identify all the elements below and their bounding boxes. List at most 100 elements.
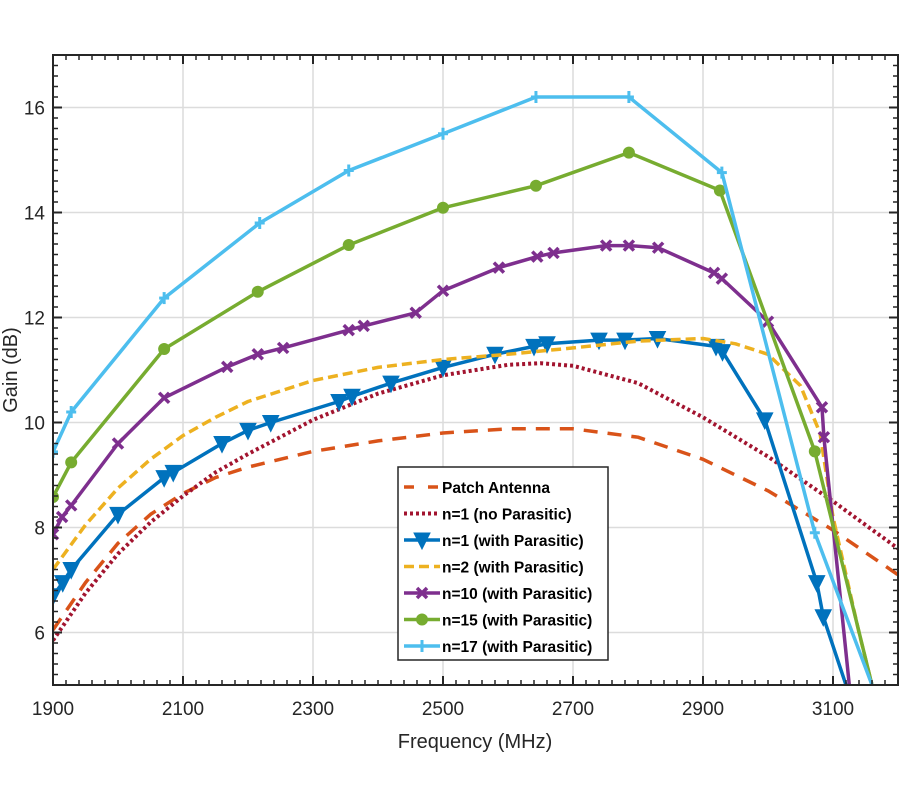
data-marker — [622, 146, 635, 159]
data-marker — [65, 456, 78, 469]
data-marker — [492, 261, 506, 274]
data-marker — [159, 292, 170, 305]
data-marker — [538, 336, 556, 354]
legend-entry: n=10 (with Parasitic) — [404, 586, 592, 603]
data-marker — [590, 332, 608, 351]
data-marker — [239, 422, 257, 441]
data-marker — [157, 391, 171, 405]
legend-label: n=10 (with Parasitic) — [442, 586, 592, 603]
data-marker — [525, 338, 543, 357]
data-marker — [622, 239, 636, 252]
x-tick-label: 2500 — [422, 699, 464, 720]
legend-entry: n=15 (with Parasitic) — [404, 613, 592, 630]
data-marker — [409, 306, 422, 320]
x-tick-label: 3100 — [812, 699, 854, 720]
legend: Patch Antenna n=1 (no Parasitic) n=1 (with… — [397, 466, 609, 661]
y-tick-label: 8 — [34, 519, 45, 540]
legend-label: n=1 (with Parasitic) — [442, 533, 584, 550]
series-line — [53, 427, 898, 631]
data-marker — [55, 510, 69, 524]
grid — [52, 55, 898, 685]
data-marker — [66, 406, 77, 418]
data-marker — [254, 217, 265, 229]
y-tick-label: 12 — [24, 309, 45, 330]
data-marker — [809, 526, 820, 539]
data-marker — [807, 575, 826, 593]
data-marker — [109, 506, 127, 525]
data-marker — [530, 91, 541, 103]
data-marker — [53, 575, 72, 593]
legend-entry: Patch Antenna — [404, 480, 550, 497]
legend-label: n=15 (with Parasitic) — [442, 613, 592, 630]
data-marker — [529, 179, 542, 192]
legend-marker — [416, 613, 428, 626]
data-marker — [713, 344, 732, 362]
series-0 — [53, 427, 898, 631]
x-tick-label: 2700 — [552, 699, 594, 720]
data-marker — [62, 562, 81, 580]
data-marker — [343, 388, 361, 407]
legend-entry: n=17 (with Parasitic) — [404, 639, 592, 656]
y-tick-label: 14 — [24, 204, 46, 225]
legend-entry: n=1 (with Parasitic) — [404, 532, 584, 551]
data-marker — [755, 412, 774, 430]
data-marker — [716, 166, 727, 179]
data-marker — [53, 445, 58, 458]
data-marker — [651, 241, 665, 254]
data-marker — [158, 343, 171, 355]
series-1 — [53, 361, 898, 642]
legend-entry: n=2 (with Parasitic) — [404, 560, 584, 577]
data-marker — [357, 319, 370, 333]
data-marker — [808, 445, 821, 458]
data-marker — [251, 285, 264, 298]
series-line — [53, 243, 852, 685]
x-tick-label: 2100 — [162, 699, 204, 720]
tick-labels: 1900 2100 2300 2500 2700 2900 3100 6 8 10 12 14 16 — [24, 99, 854, 721]
legend-marker — [415, 586, 429, 600]
series-3 — [53, 336, 874, 685]
x-axis-label: Frequency (MHz) — [398, 731, 552, 753]
data-marker — [817, 430, 831, 444]
data-marker — [155, 470, 173, 488]
legend-label: Patch Antenna — [442, 480, 550, 497]
x-tick-label: 2900 — [682, 699, 724, 720]
data-marker — [623, 91, 634, 103]
y-axis-label: Gain (dB) — [0, 327, 22, 413]
legend-marker — [413, 532, 431, 551]
series-6 — [53, 91, 874, 685]
data-marker — [343, 164, 354, 177]
data-marker — [815, 401, 829, 414]
data-marker — [382, 375, 400, 394]
series-5 — [53, 146, 874, 685]
data-marker — [220, 360, 234, 374]
series-line — [53, 361, 898, 642]
data-marker — [164, 464, 183, 483]
legend-label: n=1 (no Parasitic) — [442, 507, 572, 524]
ticks — [52, 54, 899, 686]
series-4 — [53, 239, 852, 685]
data-marker — [814, 609, 833, 627]
legend-label: n=2 (with Parasitic) — [442, 560, 584, 577]
data-marker — [436, 284, 450, 297]
data-marker — [276, 341, 290, 355]
data-marker — [53, 491, 59, 504]
x-tick-label: 2300 — [292, 699, 334, 720]
data-marker — [599, 239, 613, 252]
data-marker — [434, 359, 452, 378]
data-marker — [531, 250, 544, 263]
legend-entry: n=1 (no Parasitic) — [404, 507, 572, 524]
data-marker — [330, 394, 348, 412]
data-marker — [342, 323, 355, 337]
x-tick-label: 1900 — [32, 699, 74, 720]
data-marker — [437, 201, 449, 214]
data-marker — [251, 348, 264, 361]
data-marker — [547, 246, 560, 260]
legend-box — [397, 466, 609, 661]
series-layer — [53, 91, 898, 685]
legend-label: n=17 (with Parasitic) — [442, 639, 592, 656]
series-2 — [53, 331, 848, 685]
data-marker — [64, 499, 78, 512]
y-tick-label: 10 — [24, 414, 45, 435]
legend-marker — [417, 640, 427, 652]
